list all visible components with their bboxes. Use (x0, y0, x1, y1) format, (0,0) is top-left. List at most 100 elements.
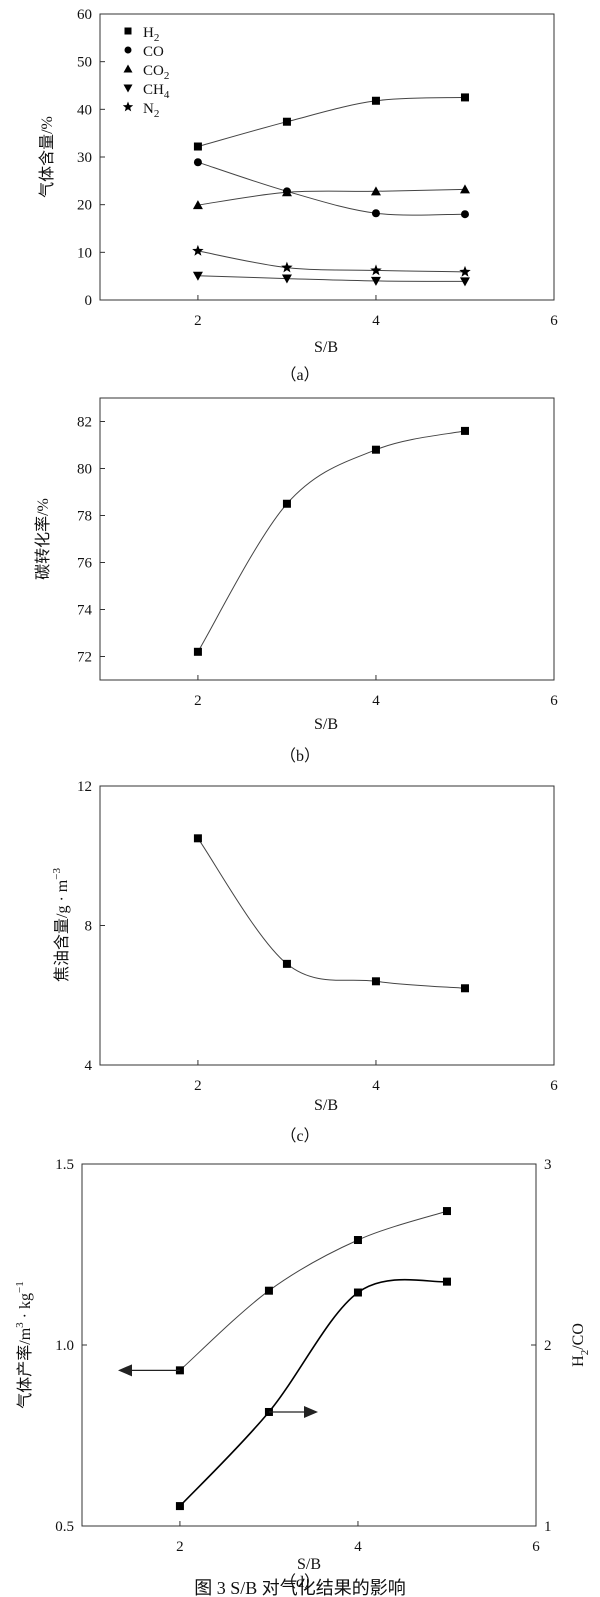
legend-text: CO (143, 44, 164, 60)
x-tick-label: 2 (194, 313, 202, 329)
x-tick-label: 6 (550, 313, 558, 329)
triangle-down-marker (281, 274, 292, 284)
circle-marker (371, 209, 380, 218)
legend-entry-co2: CO2 (143, 63, 169, 82)
square-marker (371, 977, 380, 986)
plot-frame (81, 1163, 537, 1527)
y-tick-label: 8 (85, 919, 93, 935)
x-tick-label: 2 (194, 1078, 202, 1094)
triangle-down-marker (192, 271, 203, 281)
series-line (197, 838, 466, 989)
star-marker (122, 101, 134, 112)
legend-subscript: 2 (154, 108, 160, 120)
legend-entry-h2: H2 (143, 25, 159, 44)
legend-text: CO (143, 63, 164, 79)
triangle-down-marker (123, 84, 133, 93)
series-line (197, 96, 466, 147)
legend-entry-n2: N2 (143, 101, 159, 120)
series-line (197, 430, 466, 653)
series-markers (175, 1207, 451, 1511)
y-tick-label: 0 (85, 293, 93, 309)
x-tick-label: 2 (176, 1539, 184, 1555)
y-tick-label: 50 (77, 55, 92, 71)
y-tick-label: 0.5 (55, 1519, 74, 1535)
y-axis-title: 焦油含量/g · m−3 (51, 868, 71, 982)
series-lines (179, 1210, 448, 1507)
series-lines (197, 430, 466, 653)
chart-panel-c: 4 8 12 2 4 6 焦油含量/g · m−3 S/B （c） (51, 779, 558, 1145)
triangle-up-marker (281, 187, 292, 197)
square-marker (124, 27, 132, 35)
series-line (197, 275, 466, 282)
panel-caption: （c） (280, 1127, 319, 1145)
y-axis-right: 1 2 3 (531, 1157, 552, 1535)
series-line (179, 1278, 448, 1507)
square-marker (282, 117, 291, 126)
square-marker (353, 1236, 362, 1245)
y-right-title-main: H (570, 1355, 587, 1367)
series-lines (197, 96, 466, 282)
triangle-down-marker (370, 276, 381, 286)
triangle-up-marker (123, 64, 133, 73)
x-tick-label: 4 (372, 1078, 380, 1094)
circle-marker (193, 158, 202, 167)
y-axis-title: 碳转化率/% (34, 498, 52, 580)
x-axis: 2 4 6 (194, 1060, 558, 1094)
plot-frame (99, 13, 555, 301)
y-tick-label: 72 (77, 650, 92, 666)
axis-indicator-arrows (118, 1364, 318, 1418)
legend-text: N (143, 101, 154, 117)
legend-entry-ch4: CH4 (143, 82, 170, 101)
square-marker (175, 1502, 184, 1511)
left-axis-arrow-head (118, 1364, 132, 1377)
square-marker (193, 834, 202, 843)
star-marker (459, 265, 471, 277)
square-marker (371, 96, 380, 105)
square-marker (460, 93, 469, 102)
x-tick-label: 4 (372, 693, 380, 709)
y-axis-title-superscript: −3 (51, 868, 63, 880)
y-tick-label: 60 (77, 7, 92, 23)
y-tick-label: 1.5 (55, 1157, 74, 1173)
panel-caption: （a） (280, 366, 319, 384)
star-marker (370, 264, 382, 276)
triangle-up-marker (370, 186, 381, 196)
panel-caption: （d） (280, 1573, 320, 1591)
y-axis: 4 8 12 (77, 779, 105, 1074)
y-tick-label: 30 (77, 150, 92, 166)
square-marker (264, 1286, 273, 1295)
x-tick-label: 2 (194, 693, 202, 709)
y-tick-label: 40 (77, 102, 92, 118)
plot-frame (99, 785, 555, 1066)
x-axis: 2 4 6 (194, 295, 558, 329)
panel-caption: （b） (280, 747, 320, 765)
y-tick-label: 80 (77, 462, 92, 478)
y-tick-label: 82 (77, 415, 92, 431)
series-line (197, 188, 466, 206)
x-axis-title: S/B (314, 1097, 338, 1114)
legend-subscript: 2 (154, 32, 160, 44)
legend-text: H (143, 25, 154, 41)
x-axis-title: S/B (314, 716, 338, 733)
y-axis-left-title: 气体产率/m3 · kg−1 (14, 1281, 34, 1408)
square-marker (193, 142, 202, 151)
right-axis-arrow-head (304, 1405, 318, 1418)
y-tick-label: 76 (77, 556, 93, 572)
y-tick-label: 10 (77, 245, 92, 261)
triangle-up-marker (192, 200, 203, 210)
y-right-tick-label: 3 (544, 1157, 552, 1173)
square-marker (282, 959, 291, 968)
circle-marker (460, 210, 469, 219)
y-left-title-mid: · kg (17, 1293, 34, 1322)
legend-entry-co: CO (143, 44, 164, 60)
y-tick-label: 20 (77, 198, 92, 214)
chart-panel-b: 72 74 76 78 80 82 2 4 6 碳转化率/% S/B （b） (34, 397, 558, 765)
x-axis-title: S/B (314, 339, 338, 356)
y-tick-label: 12 (77, 779, 92, 795)
x-axis: 2 4 6 (176, 1521, 540, 1555)
series-line (197, 161, 466, 216)
